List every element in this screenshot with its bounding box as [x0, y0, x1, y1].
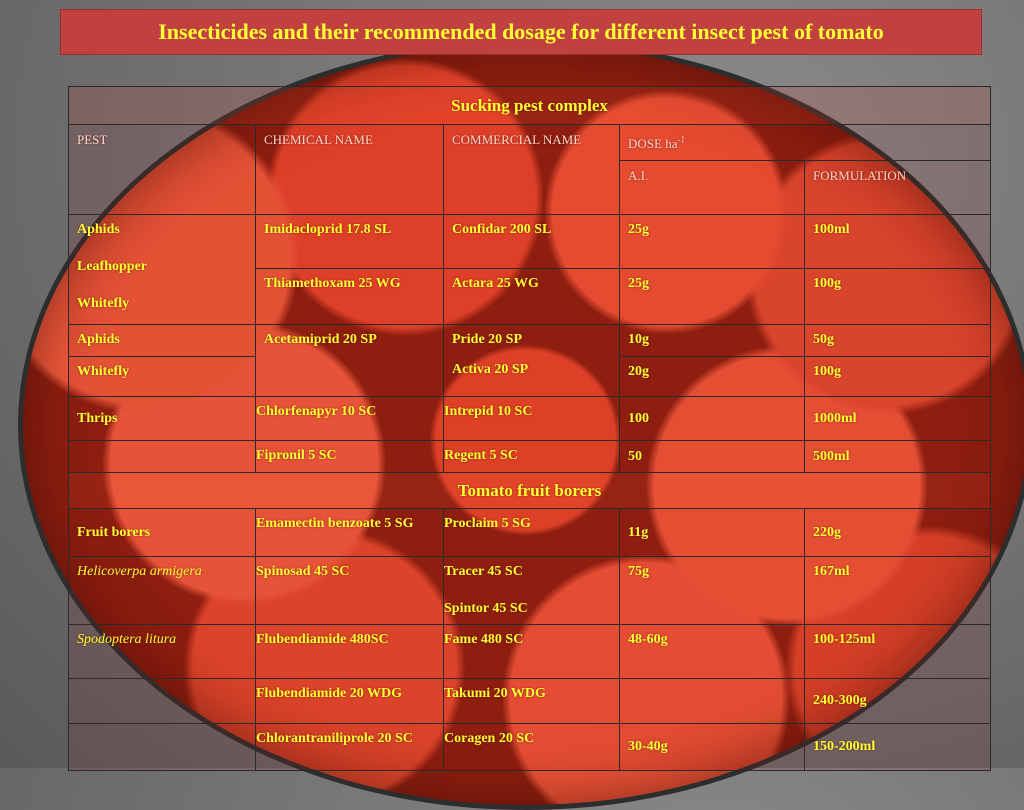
pest-cell — [68, 440, 256, 474]
table-header-row: PEST CHEMICAL NAME COMMERCIAL NAME DOSE … — [68, 123, 992, 216]
table-row: Aphids Leafhopper Whitefly Imidacloprid … — [68, 214, 992, 326]
formulation-cell: 100ml — [803, 214, 992, 270]
table-row: Fipronil 5 SC Regent 5 SC 50 500ml — [68, 440, 992, 474]
formulation-cell: 100-125ml — [803, 624, 992, 680]
ai-cell: 50 — [619, 440, 805, 474]
commercial-cell: Pride 20 SP Activa 20 SP — [443, 324, 620, 398]
table-row: Aphids Acetamiprid 20 SP Pride 20 SP Act… — [68, 324, 992, 398]
table-row: Thrips Chlorfenapyr 10 SC Intrepid 10 SC… — [68, 396, 992, 442]
pest-cell: Aphids — [68, 324, 256, 358]
table-header-row: A.I. FORMULATION — [69, 160, 992, 216]
commercial-cell: Intrepid 10 SC — [443, 396, 620, 442]
pest-cell — [68, 678, 256, 725]
chemical-cell: Chlorantraniliprole 20 SC — [255, 723, 444, 772]
ai-cell: 100 — [619, 396, 805, 442]
section-header-borers: Tomato fruit borers — [67, 472, 992, 510]
commercial-cell: Takumi 20 WDG — [443, 678, 620, 725]
ai-cell: 30-40g — [619, 723, 805, 772]
header-formulation: FORMULATION — [803, 160, 992, 216]
pest-cell: Whitefly — [68, 356, 256, 398]
table-row: Helicoverpa armigera Spinosad 45 SC Trac… — [68, 556, 992, 626]
pest-cell: Helicoverpa armigera — [68, 556, 256, 626]
table-row: Sucking pest complex — [67, 86, 992, 125]
commercial-cell: Actara 25 WG — [443, 268, 620, 326]
ai-cell: 75g — [619, 556, 805, 626]
pest-cell: Aphids Leafhopper Whitefly — [68, 214, 256, 326]
chemical-cell: Imidacloprid 17.8 SL — [255, 214, 444, 270]
table-row: Whitefly 20g 100g — [68, 356, 992, 398]
formulation-cell: 150-200ml — [803, 723, 992, 772]
header-commercial-name: COMMERCIAL NAME — [443, 123, 620, 216]
header-ai: A.I. — [619, 160, 805, 216]
header-chemical-name: CHEMICAL NAME — [255, 123, 444, 216]
commercial-cell: Coragen 20 SC — [443, 723, 620, 772]
commercial-cell: Regent 5 SC — [443, 440, 620, 474]
table-row: Fruit borers Emamectin benzoate 5 SG Pro… — [68, 508, 992, 558]
formulation-cell: 1000ml — [803, 396, 992, 442]
formulation-cell: 100g — [803, 268, 992, 326]
title-banner: Insecticides and their recommended dosag… — [60, 9, 982, 55]
pest-cell: Spodoptera litura — [68, 624, 256, 680]
formulation-cell: 240-300g — [803, 678, 992, 725]
commercial-cell: Fame 480 SC — [443, 624, 620, 680]
table-row: Spodoptera litura Flubendiamide 480SC Fa… — [68, 624, 992, 680]
ai-cell — [619, 678, 805, 725]
formulation-cell: 167ml — [803, 556, 992, 626]
chemical-cell: Flubendiamide 480SC — [255, 624, 444, 680]
pest-cell: Fruit borers — [68, 508, 256, 558]
section-header-sucking: Sucking pest complex — [67, 86, 992, 125]
formulation-cell: 50g — [803, 324, 992, 358]
commercial-cell: Tracer 45 SC Spintor 45 SC — [443, 556, 620, 626]
chemical-cell: Spinosad 45 SC — [255, 556, 444, 626]
ai-cell: 10g — [619, 324, 805, 358]
ai-cell: 11g — [619, 508, 805, 558]
ai-cell: 48-60g — [619, 624, 805, 680]
insecticide-dosage-table: Sucking pest complex PEST CHEMICAL NAME … — [67, 86, 992, 772]
commercial-cell: Confidar 200 SL — [443, 214, 620, 270]
chemical-cell: Thiamethoxam 25 WG — [255, 268, 444, 326]
formulation-cell: 100g — [803, 356, 992, 398]
pest-cell: Thrips — [68, 396, 256, 442]
ai-cell: 25g — [619, 214, 805, 270]
table-row: Flubendiamide 20 WDG Takumi 20 WDG 240-3… — [68, 678, 992, 725]
chemical-cell: Flubendiamide 20 WDG — [255, 678, 444, 725]
header-pest: PEST — [68, 123, 256, 216]
table-row: Chlorantraniliprole 20 SC Coragen 20 SC … — [68, 723, 992, 772]
chemical-cell: Fipronil 5 SC — [255, 440, 444, 474]
formulation-cell: 220g — [803, 508, 992, 558]
chemical-cell: Emamectin benzoate 5 SG — [255, 508, 444, 558]
chemical-cell: Chlorfenapyr 10 SC — [255, 396, 444, 442]
ai-cell: 20g — [619, 356, 805, 398]
formulation-cell: 500ml — [803, 440, 992, 474]
page-title: Insecticides and their recommended dosag… — [158, 19, 884, 44]
ai-cell: 25g — [619, 268, 805, 326]
pest-cell — [68, 723, 256, 772]
table-row: Tomato fruit borers — [67, 472, 992, 510]
commercial-cell: Proclaim 5 SG — [443, 508, 620, 558]
chemical-cell: Acetamiprid 20 SP — [255, 324, 444, 398]
header-dose: DOSE ha-1 — [618, 123, 992, 162]
